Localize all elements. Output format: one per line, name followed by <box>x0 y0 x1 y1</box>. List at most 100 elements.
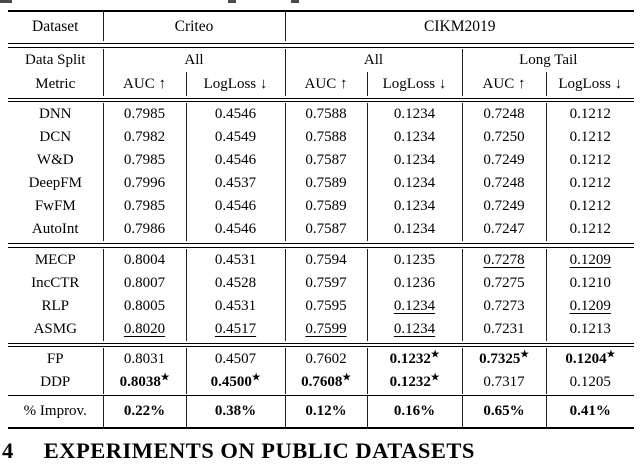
metric-value-cell: 0.7602 <box>284 348 367 371</box>
metric-value-cell: 0.41% <box>545 396 635 428</box>
metric-value-cell: 0.8031 <box>102 348 186 371</box>
split-cikm-all: All <box>284 48 462 72</box>
metric-value-cell: 0.7589 <box>284 172 367 195</box>
group-single-rule <box>8 394 635 396</box>
metric-value-cell: 0.7231 <box>461 317 546 341</box>
metric-auc: AUC ↑ <box>102 71 186 96</box>
table-row: DNN 0.7985 0.4546 0.7588 0.1234 0.7248 0.1212 <box>8 103 635 126</box>
table-row: W&D 0.7985 0.4546 0.7587 0.1234 0.7249 0.1212 <box>8 149 635 172</box>
metric-auc: AUC ↑ <box>284 71 367 96</box>
metric-value-cell: 0.8007 <box>102 271 186 295</box>
group-double-rule <box>8 241 635 249</box>
metric-value-cell: 0.1212 <box>545 218 635 241</box>
model-name: FwFM <box>34 198 76 214</box>
metric-value-cell: 0.7985 <box>102 103 186 126</box>
metric-value-cell: 0.65% <box>461 396 546 428</box>
metric-value-cell: 0.7249 <box>461 149 546 172</box>
table-row: DDP 0.8038★ 0.4500★ 0.7608★ 0.1232★ 0.7317 0.1… <box>8 371 635 394</box>
dataset-header-row: Dataset Criteo CIKM2019 <box>8 11 635 41</box>
metric-value-cell: 0.7587 <box>284 218 367 241</box>
metric-value-cell: 0.7986 <box>102 218 186 241</box>
table-row: IncCTR 0.8007 0.4528 0.7597 0.1236 0.7275 0.12… <box>8 271 635 295</box>
metric-value-cell: 0.7985 <box>102 195 186 218</box>
table-row: MECP 0.8004 0.4531 0.7594 0.1235 0.7278 0.1209 <box>8 248 635 272</box>
proposed-models-group: FP 0.8031 0.4507 0.7602 0.1232★ 0.7325★ 0.1204… <box>8 348 635 394</box>
group-double-rule <box>8 341 635 349</box>
metric-value-cell: 0.7249 <box>461 195 546 218</box>
table-header: Dataset Criteo CIKM2019 Data Split All A… <box>8 11 635 104</box>
metric-value-cell: 0.4528 <box>185 271 285 295</box>
metric-value-cell: 0.1234 <box>366 195 462 218</box>
model-name: DNN <box>39 106 72 122</box>
metric-value-cell: 0.4549 <box>185 126 285 149</box>
baseline-models-group: DNN 0.7985 0.4546 0.7588 0.1234 0.7248 0.1212 D… <box>8 103 635 241</box>
metric-value-cell: 0.4546 <box>185 195 285 218</box>
model-name: FP <box>46 351 64 367</box>
metric-value-cell: 0.7982 <box>102 126 186 149</box>
metric-value-cell: 0.7247 <box>461 218 546 241</box>
metric-value-cell: 0.7275 <box>461 271 546 295</box>
split-criteo-all: All <box>102 48 285 72</box>
table-row: RLP 0.8005 0.4531 0.7595 0.1234 0.7273 0.1209 <box>8 294 635 318</box>
metric-value-cell: 0.1212 <box>545 126 635 149</box>
metric-value-cell: 0.7597 <box>284 271 367 295</box>
metric-value-cell: 0.7985 <box>102 149 186 172</box>
cropped-caption-fragment <box>0 0 12 3</box>
metric-value-cell: 0.4546 <box>185 218 285 241</box>
metric-value-cell: 0.4531 <box>185 294 285 318</box>
metric-value-cell: 0.22% <box>102 396 186 428</box>
split-cikm-longtail: Long Tail <box>461 48 635 72</box>
metric-value-cell: 0.4517 <box>185 317 285 341</box>
metric-value-cell: 0.8038★ <box>102 371 186 394</box>
metric-header-row: Metric AUC ↑ LogLoss ↓ AUC ↑ LogLoss ↓ A… <box>8 71 635 96</box>
metric-label: Metric <box>35 75 76 92</box>
metric-value-cell: 0.7278 <box>461 248 546 272</box>
metric-value-cell: 0.1235 <box>366 248 462 272</box>
metric-value-cell: 0.7595 <box>284 294 367 318</box>
table-row: ASMG 0.8020 0.4517 0.7599 0.1234 0.7231 0.1213 <box>8 317 635 341</box>
table-row: AutoInt 0.7986 0.4546 0.7587 0.1234 0.7247 0.1… <box>8 218 635 241</box>
metric-value-cell: 0.8020 <box>102 317 186 341</box>
dataset-cikm2019: CIKM2019 <box>284 11 635 41</box>
metric-value-cell: 0.7317 <box>461 371 546 394</box>
model-name: IncCTR <box>31 274 80 291</box>
metric-value-cell: 0.4531 <box>185 248 285 272</box>
significance-star-icon: ★ <box>430 373 440 383</box>
incremental-models-group: MECP 0.8004 0.4531 0.7594 0.1235 0.7278 0.1209… <box>8 248 635 341</box>
metric-value-cell: 0.38% <box>185 396 285 428</box>
metric-value-cell: 0.1234 <box>366 149 462 172</box>
metric-value-cell: 0.7273 <box>461 294 546 318</box>
metric-value-cell: 0.1234 <box>366 126 462 149</box>
metric-value-cell: 0.1205 <box>545 371 635 394</box>
metric-auc: AUC ↑ <box>461 71 546 96</box>
header-double-rule <box>8 96 635 104</box>
metric-value-cell: 0.1213 <box>545 317 635 341</box>
metric-value-cell: 0.7594 <box>284 248 367 272</box>
metric-value-cell: 0.1234 <box>366 294 462 318</box>
table-row: DCN 0.7982 0.4549 0.7588 0.1234 0.7250 0.1212 <box>8 126 635 149</box>
metric-value-cell: 0.1234 <box>366 172 462 195</box>
metric-value-cell: 0.1234 <box>366 103 462 126</box>
metric-value-cell: 0.1204★ <box>545 348 635 371</box>
model-name: MECP <box>34 251 76 268</box>
metric-value-cell: 0.1232★ <box>366 348 462 371</box>
cropped-caption-fragment <box>228 0 236 3</box>
section-heading: 4 EXPERIMENTS ON PUBLIC DATASETS <box>2 438 640 464</box>
dataset-criteo: Criteo <box>102 11 285 41</box>
metric-value-cell: 0.7599 <box>284 317 367 341</box>
metric-value-cell: 0.4546 <box>185 103 285 126</box>
metric-logloss: LogLoss ↓ <box>185 71 285 96</box>
section-number: 4 <box>2 438 14 463</box>
metric-value-cell: 0.4507 <box>185 348 285 371</box>
metric-value-cell: 0.12% <box>284 396 367 428</box>
metric-value-cell: 0.4537 <box>185 172 285 195</box>
metric-value-cell: 0.1209 <box>545 248 635 272</box>
metric-value-cell: 0.7250 <box>461 126 546 149</box>
cropped-caption-fragment <box>291 0 299 3</box>
metric-value-cell: 0.8004 <box>102 248 186 272</box>
metric-logloss: LogLoss ↓ <box>366 71 462 96</box>
metric-value-cell: 0.7588 <box>284 126 367 149</box>
metric-value-cell: 0.16% <box>366 396 462 428</box>
metric-value-cell: 0.1210 <box>545 271 635 295</box>
